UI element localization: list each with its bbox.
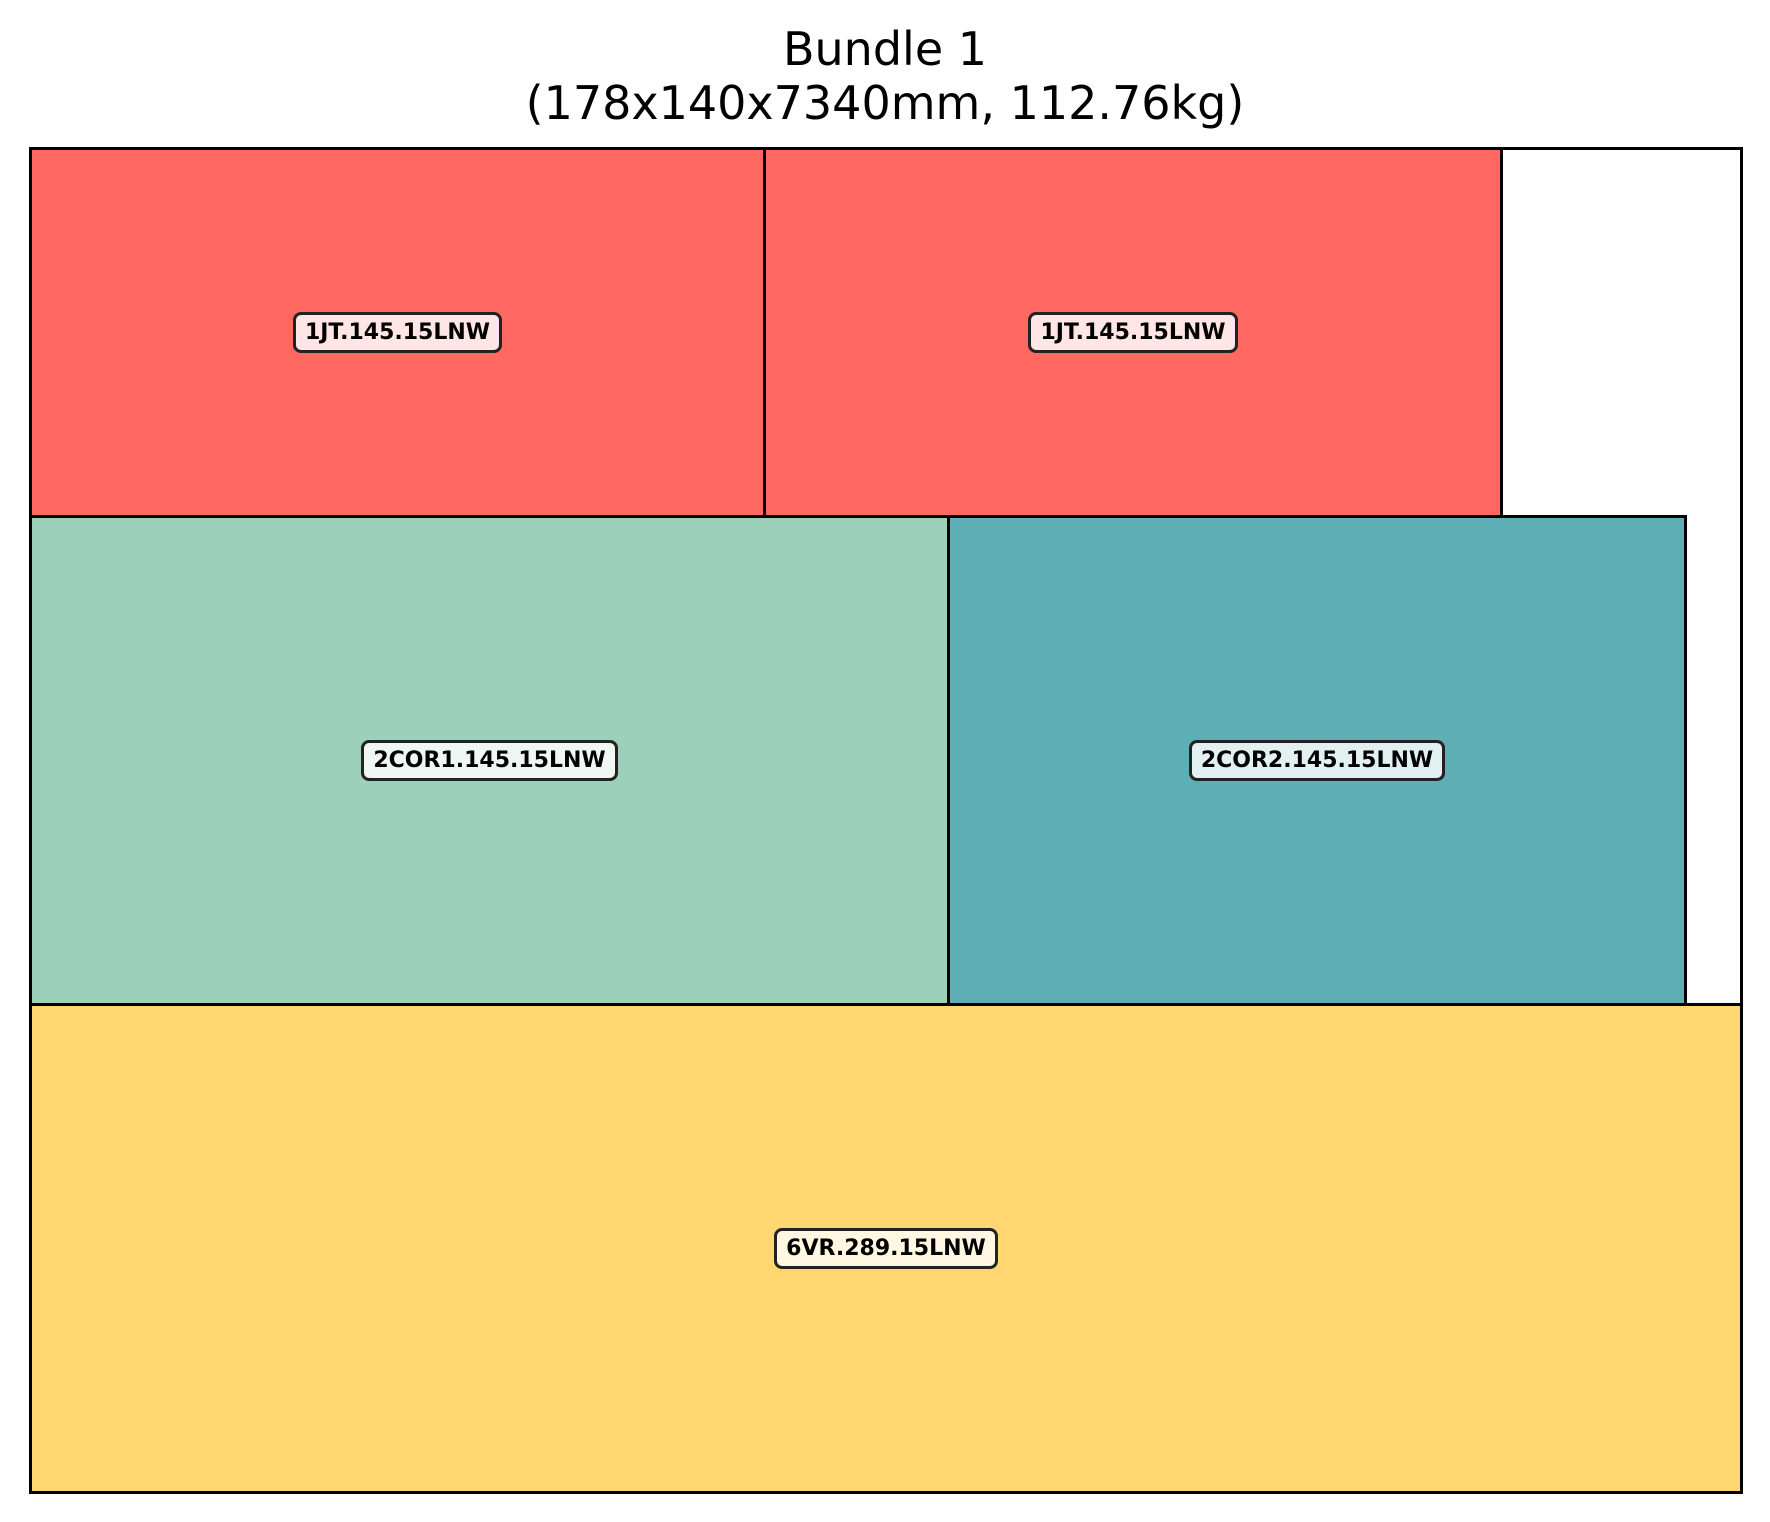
diagram-title: Bundle 1 (178x140x7340mm, 112.76kg) [0, 22, 1770, 130]
piece-2cor1: 2COR1.145.15LNW [29, 515, 950, 1006]
title-line-2: (178x140x7340mm, 112.76kg) [525, 76, 1245, 130]
bundle-outline: 1JT.145.15LNW 1JT.145.15LNW 2COR1.145.15… [29, 147, 1743, 1494]
piece-1jt-right: 1JT.145.15LNW [763, 147, 1503, 518]
piece-1jt-left: 1JT.145.15LNW [29, 147, 766, 518]
piece-label: 2COR2.145.15LNW [1188, 740, 1446, 781]
piece-6vr: 6VR.289.15LNW [29, 1003, 1743, 1494]
piece-label: 1JT.145.15LNW [292, 312, 503, 353]
piece-label: 6VR.289.15LNW [774, 1228, 998, 1269]
piece-2cor2: 2COR2.145.15LNW [947, 515, 1687, 1006]
title-line-1: Bundle 1 [782, 22, 988, 76]
piece-label: 1JT.145.15LNW [1028, 312, 1238, 353]
piece-label: 2COR1.145.15LNW [361, 740, 618, 781]
